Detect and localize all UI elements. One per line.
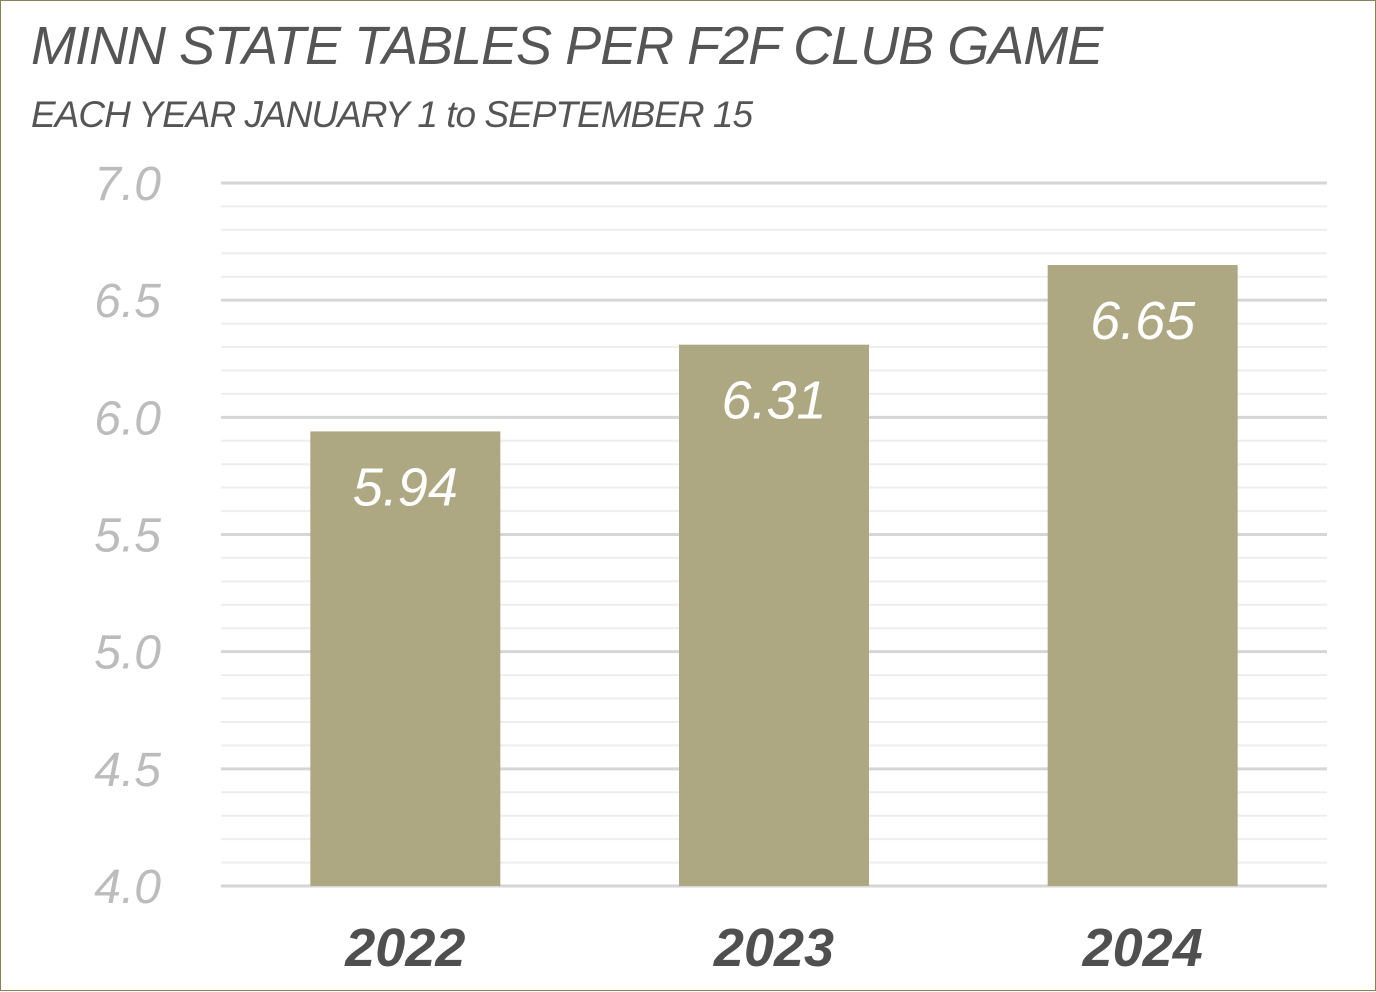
y-tick-label: 4.5 (94, 744, 161, 797)
data-label-2024: 6.65 (1090, 291, 1196, 351)
y-tick-label: 6.5 (94, 275, 161, 328)
x-tick-label: 2024 (1082, 918, 1203, 978)
y-tick-label: 5.0 (94, 627, 161, 680)
y-tick-label: 7.0 (94, 158, 161, 211)
data-labels: 5.94 6.31 6.65 (353, 291, 1196, 517)
y-tick-label: 5.5 (94, 510, 161, 563)
bar-2024 (1047, 265, 1238, 886)
data-label-2023: 6.31 (721, 371, 826, 431)
bar-2023 (679, 344, 869, 886)
y-tick-label: 6.0 (94, 392, 161, 445)
y-tick-label: 4.0 (94, 861, 161, 914)
x-axis-ticks: 2022 2023 2024 (344, 918, 1202, 978)
x-tick-label: 2023 (713, 918, 834, 978)
chart-subtitle: EACH YEAR JANUARY 1 to SEPTEMBER 15 (31, 94, 753, 135)
chart-title: MINN STATE TABLES PER F2F CLUB GAME (31, 16, 1103, 76)
bar-2022 (310, 431, 501, 886)
y-axis-ticks: 4.0 4.5 5.0 5.5 6.0 6.5 7.0 (94, 158, 161, 914)
x-tick-label: 2022 (344, 918, 465, 978)
data-label-2022: 5.94 (353, 457, 458, 517)
bars (310, 265, 1238, 886)
